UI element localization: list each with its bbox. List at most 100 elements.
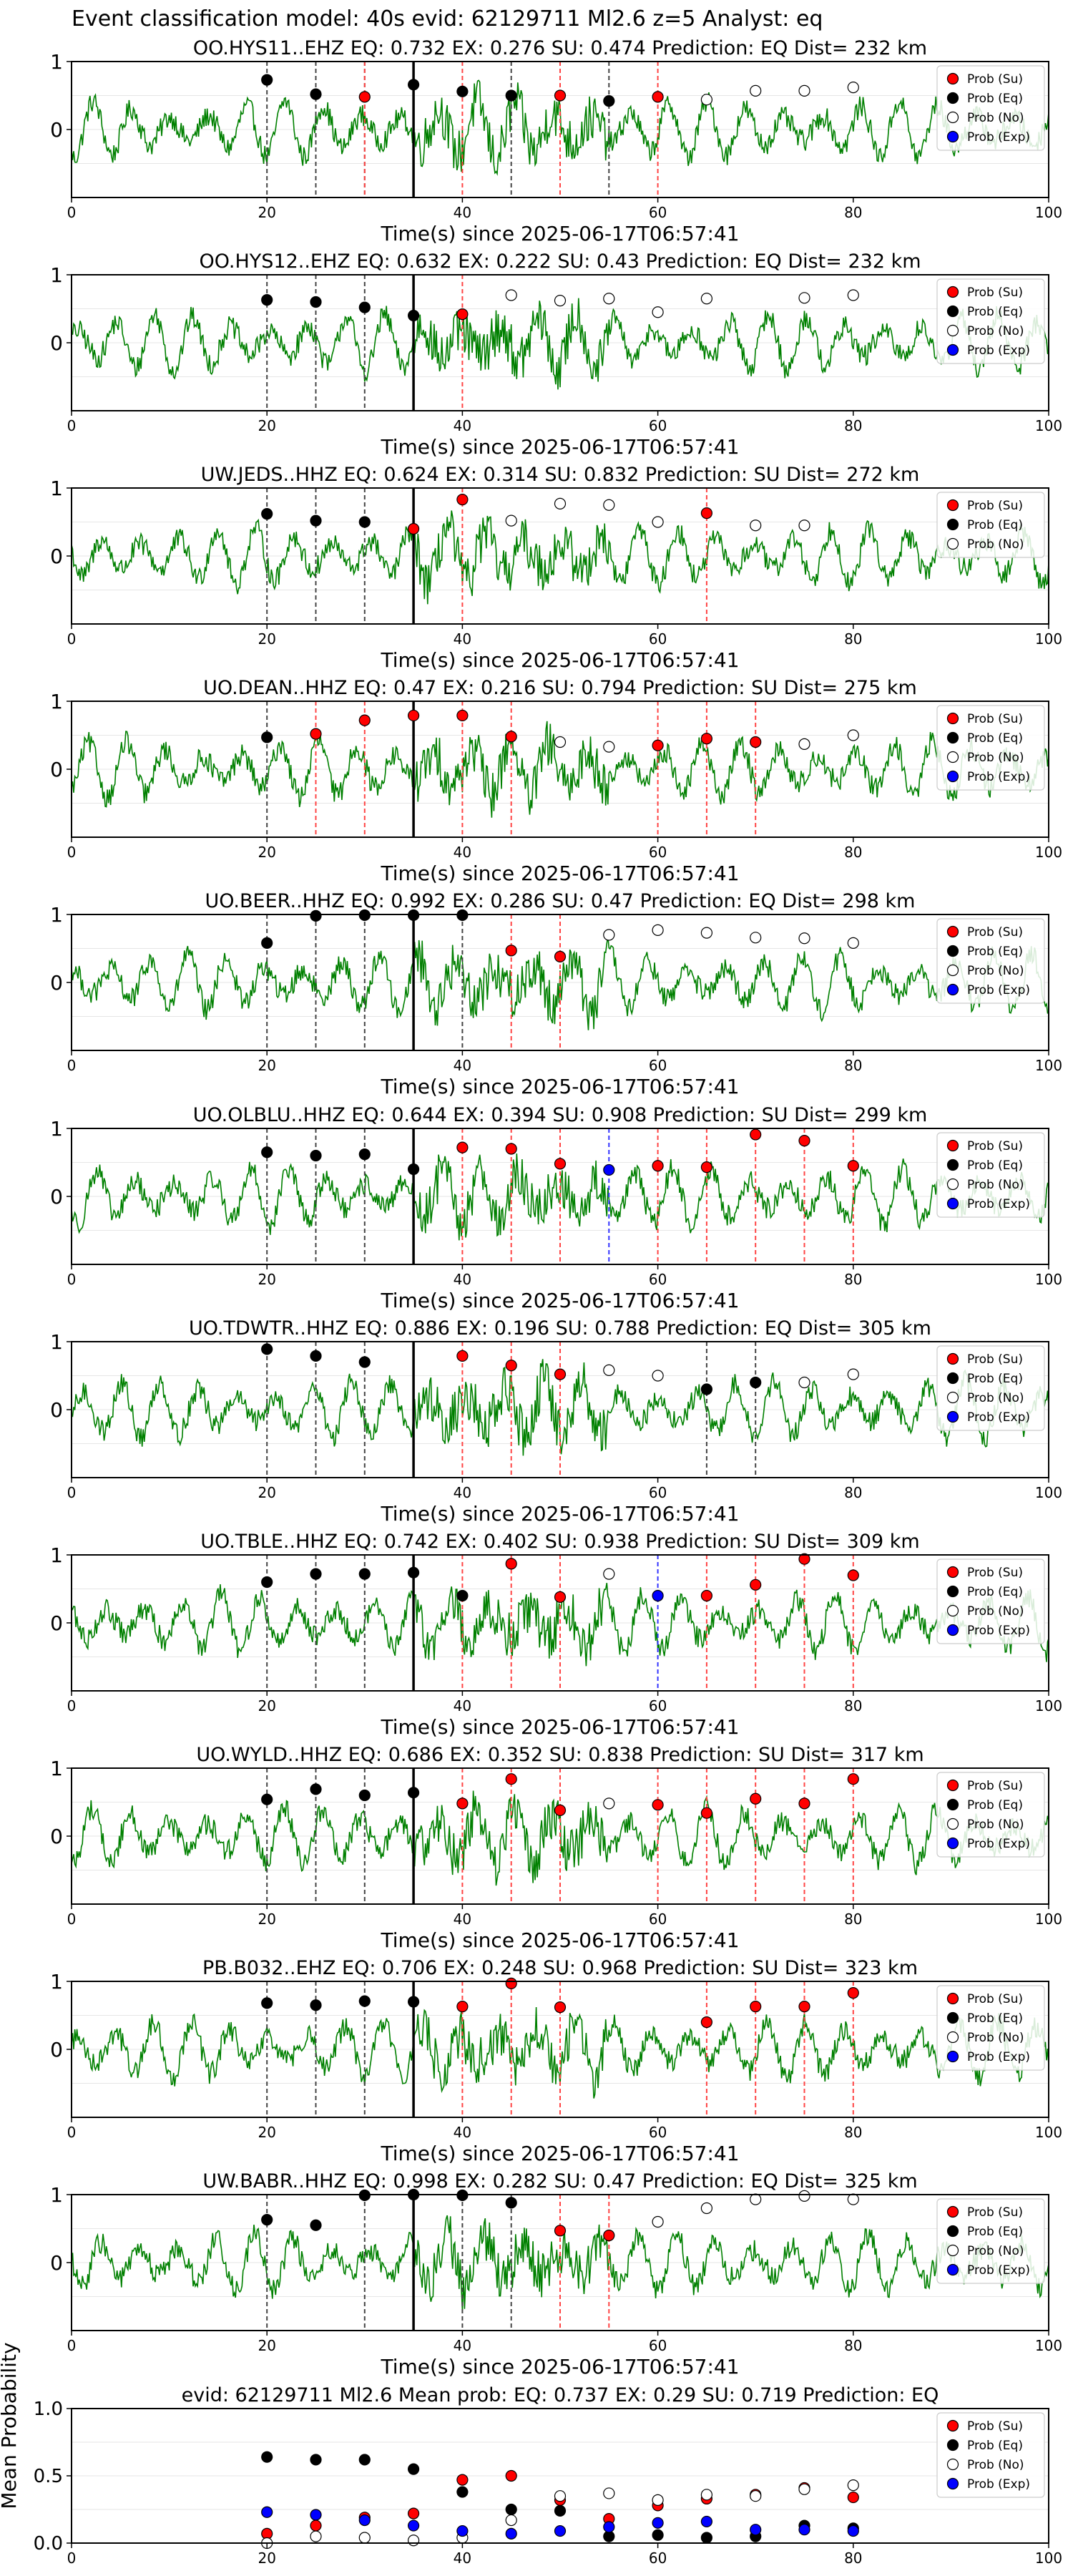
x-tick-label: 60: [649, 2124, 667, 2141]
y-tick-label: 0: [50, 1398, 63, 1422]
legend-box: [936, 2198, 1045, 2284]
panel-8: UO.TBLE..HHZ EQ: 0.742 EX: 0.402 SU: 0.9…: [50, 1531, 1062, 1739]
point-su: [505, 731, 517, 743]
legend: Prob (Su) Prob (Eq) Prob (No) Prob (Exp): [936, 2198, 1045, 2284]
legend-box: [936, 1345, 1045, 1431]
panel-5: UO.BEER..HHZ EQ: 0.992 EX: 0.286 SU: 0.4…: [50, 890, 1062, 1098]
legend-marker-eq: [946, 305, 959, 318]
legend-marker-exp: [946, 343, 959, 356]
point-no: [603, 499, 615, 511]
panel-title: UO.BEER..HHZ EQ: 0.992 EX: 0.286 SU: 0.4…: [205, 890, 916, 912]
panel-title: UO.TBLE..HHZ EQ: 0.742 EX: 0.402 SU: 0.9…: [200, 1531, 919, 1553]
point-su: [750, 1792, 762, 1805]
point-exp: [652, 2517, 664, 2529]
x-tick-label: 100: [1035, 2337, 1062, 2354]
legend-marker-no: [946, 1178, 959, 1191]
point-su: [798, 2001, 810, 2013]
point-eq: [358, 2454, 371, 2466]
x-axis-label: Time(s) since 2025-06-17T06:57:41: [380, 862, 739, 885]
point-eq: [310, 1149, 322, 1162]
legend-marker-su: [946, 1352, 959, 1365]
point-no: [847, 289, 859, 301]
x-axis-label: Time(s) since 2025-06-17T06:57:41: [380, 2355, 739, 2379]
x-tick-label: 60: [649, 844, 667, 861]
point-su: [847, 1987, 859, 1999]
x-tick-label: 40: [454, 630, 471, 648]
point-no: [652, 2215, 664, 2228]
point-no: [652, 2494, 664, 2506]
legend-label: Prob (Su): [967, 2419, 1023, 2434]
point-su: [652, 1160, 664, 1172]
legend-label: Prob (No): [967, 324, 1024, 338]
legend-label: Prob (Eq): [967, 518, 1023, 532]
point-su: [407, 709, 420, 722]
point-eq: [310, 1783, 322, 1795]
point-no: [847, 81, 859, 94]
x-tick-label: 20: [258, 630, 275, 648]
x-axis-label: Time(s) since 2025-06-17T06:57:41: [380, 1289, 739, 1312]
point-eq: [261, 2214, 273, 2226]
legend-marker-exp: [946, 1197, 959, 1210]
point-su: [554, 1368, 567, 1380]
point-no: [847, 729, 859, 741]
legend-marker-su: [946, 499, 959, 512]
point-su: [554, 2001, 567, 2014]
legend-marker-su: [946, 1992, 959, 2005]
point-eq: [261, 937, 273, 950]
legend-label: Prob (Su): [967, 1139, 1023, 1153]
legend-marker-no: [946, 751, 959, 763]
point-no: [798, 292, 810, 304]
point-eq: [407, 1787, 420, 1799]
y-tick-label: 0: [50, 1185, 63, 1209]
point-su: [700, 1161, 713, 1174]
point-no: [847, 2479, 859, 2492]
point-exp: [750, 2524, 762, 2536]
point-no: [700, 293, 713, 305]
point-su: [700, 507, 713, 519]
legend-label: Prob (Su): [967, 925, 1023, 940]
x-tick-label: 0: [67, 204, 77, 221]
point-su: [456, 494, 469, 506]
panel-1: OO.HYS11..EHZ EQ: 0.732 EX: 0.276 SU: 0.…: [50, 37, 1062, 245]
legend-marker-su: [946, 1779, 959, 1792]
legend-marker-exp: [946, 1624, 959, 1636]
point-no: [554, 2490, 567, 2502]
point-su: [847, 1773, 859, 1785]
point-eq: [261, 294, 273, 306]
y-tick-label: 1: [50, 1117, 63, 1141]
y-tick-label: 0: [50, 758, 63, 781]
point-no: [652, 1370, 664, 1382]
point-no: [750, 2490, 762, 2502]
x-tick-label: 20: [258, 844, 275, 861]
legend-label: Prob (No): [967, 1818, 1024, 1832]
point-no: [554, 497, 567, 509]
point-su: [700, 1807, 713, 1819]
point-su: [358, 91, 371, 103]
legend-marker-exp: [946, 2050, 959, 2063]
x-axis-label: Time(s) since 2025-06-17T06:57:41: [380, 2142, 739, 2165]
x-tick-label: 40: [454, 2550, 471, 2567]
x-tick-label: 100: [1035, 2124, 1062, 2141]
legend-box: [936, 1132, 1045, 1218]
y-tick-label: 1: [50, 1757, 63, 1780]
point-su: [798, 1553, 810, 1565]
x-tick-label: 20: [258, 2337, 275, 2354]
point-eq: [456, 1589, 469, 1602]
legend: Prob (Su) Prob (Eq) Prob (No) Prob (Exp): [936, 705, 1045, 791]
x-tick-label: 0: [67, 2550, 77, 2567]
point-eq: [358, 1148, 371, 1161]
point-su: [456, 2001, 469, 2013]
x-tick-label: 60: [649, 417, 667, 434]
point-no: [750, 2193, 762, 2205]
x-tick-label: 20: [258, 2550, 275, 2567]
point-no: [652, 306, 664, 318]
legend-marker-no: [946, 2244, 959, 2257]
legend-label: Prob (No): [967, 111, 1024, 125]
point-no: [847, 2193, 859, 2205]
point-su: [456, 1141, 469, 1153]
point-eq: [407, 1163, 420, 1176]
point-eq: [407, 1566, 420, 1579]
point-eq: [603, 95, 615, 107]
legend-label: Prob (Eq): [967, 731, 1023, 746]
legend: Prob (Su) Prob (Eq) Prob (No) Prob (Exp): [936, 1345, 1045, 1431]
